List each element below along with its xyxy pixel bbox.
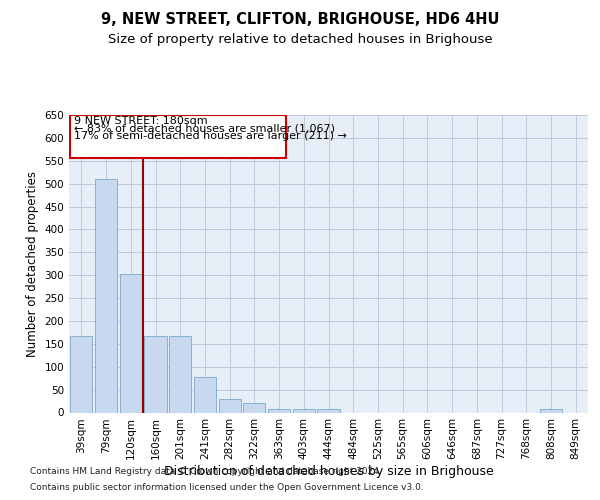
Text: 9, NEW STREET, CLIFTON, BRIGHOUSE, HD6 4HU: 9, NEW STREET, CLIFTON, BRIGHOUSE, HD6 4…: [101, 12, 499, 28]
Bar: [169, 336, 191, 412]
Text: Contains HM Land Registry data © Crown copyright and database right 2024.: Contains HM Land Registry data © Crown c…: [30, 467, 382, 476]
Bar: [145, 336, 167, 412]
Bar: [540, 410, 562, 412]
Text: Size of property relative to detached houses in Brighouse: Size of property relative to detached ho…: [107, 32, 493, 46]
Bar: [218, 399, 241, 412]
Y-axis label: Number of detached properties: Number of detached properties: [26, 171, 39, 357]
X-axis label: Distribution of detached houses by size in Brighouse: Distribution of detached houses by size …: [164, 465, 493, 478]
Bar: [95, 179, 117, 412]
Text: ← 83% of detached houses are smaller (1,067): ← 83% of detached houses are smaller (1,…: [74, 124, 335, 134]
Bar: [293, 410, 315, 412]
FancyBboxPatch shape: [70, 115, 286, 158]
Bar: [243, 404, 265, 412]
Bar: [119, 274, 142, 412]
Text: 9 NEW STREET: 180sqm: 9 NEW STREET: 180sqm: [74, 116, 208, 126]
Bar: [194, 377, 216, 412]
Text: Contains public sector information licensed under the Open Government Licence v3: Contains public sector information licen…: [30, 484, 424, 492]
Bar: [268, 410, 290, 412]
Bar: [70, 336, 92, 412]
Bar: [317, 410, 340, 412]
Text: 17% of semi-detached houses are larger (211) →: 17% of semi-detached houses are larger (…: [74, 131, 347, 141]
